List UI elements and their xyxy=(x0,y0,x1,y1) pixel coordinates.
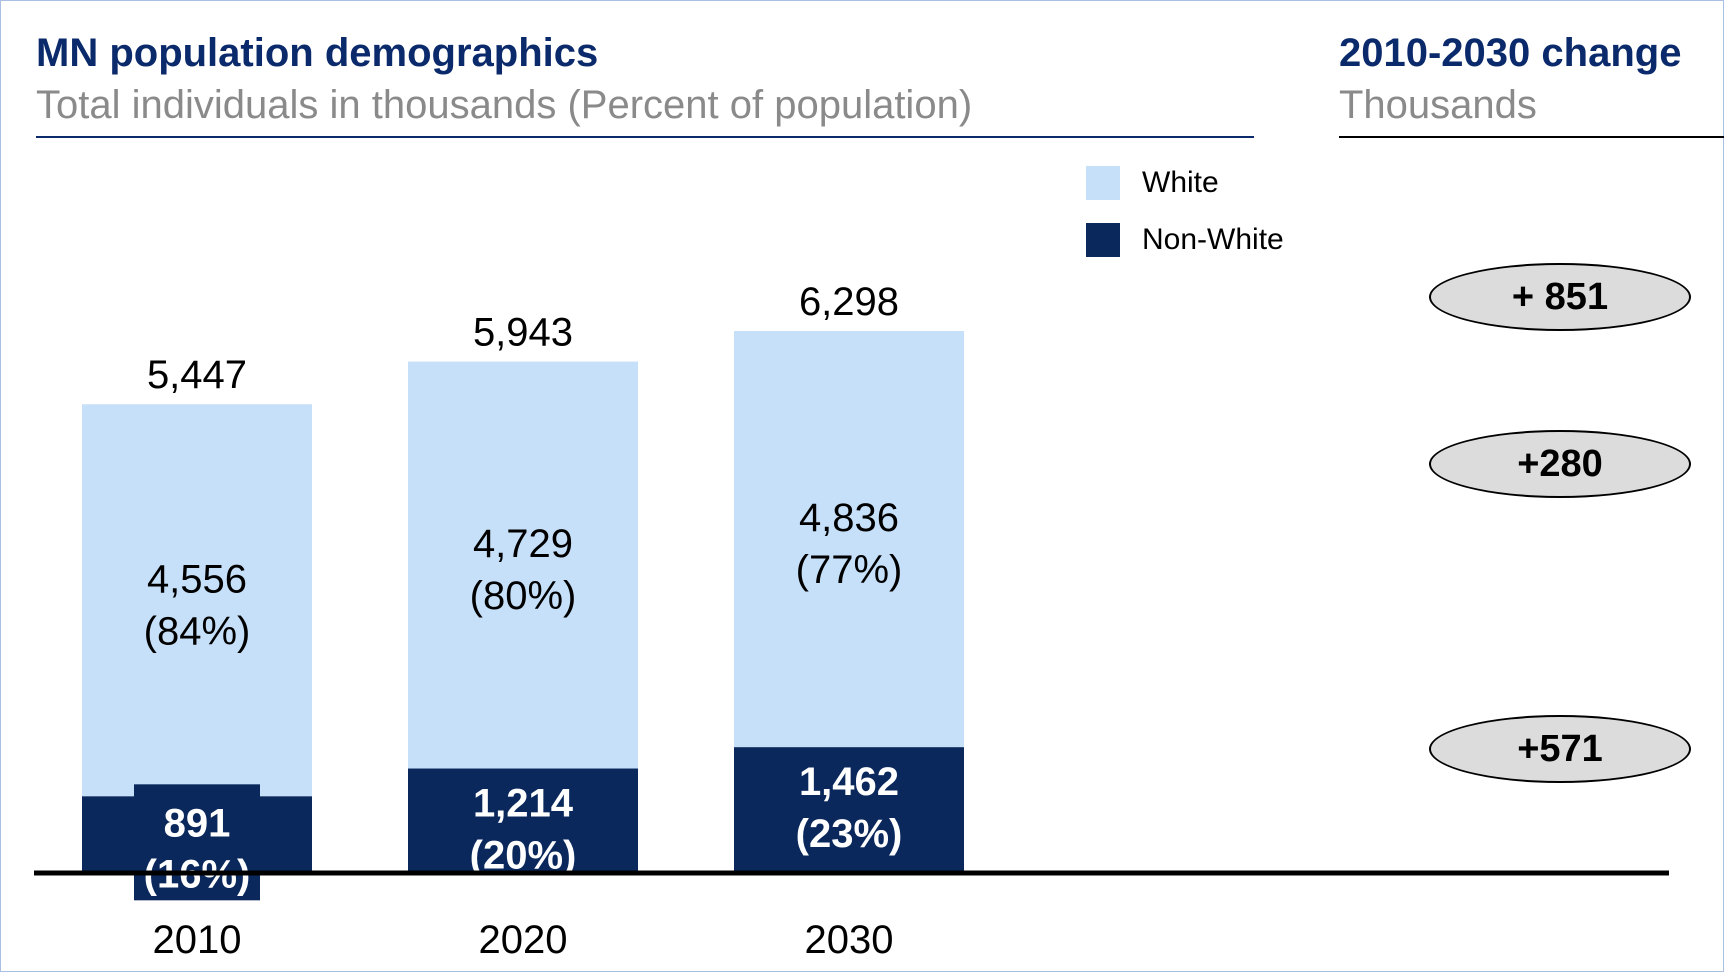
change-badge-total: + 851 xyxy=(1429,263,1691,331)
chart-subtitle: Total individuals in thousands (Percent … xyxy=(36,83,973,127)
title-divider xyxy=(36,136,1254,138)
legend-label-white: White xyxy=(1142,166,1219,199)
white-value-label-2010: 4,556 xyxy=(147,557,247,601)
change-badge-non-white: +571 xyxy=(1429,715,1691,783)
bar-white-2030 xyxy=(734,331,964,748)
legend-swatch-white xyxy=(1086,166,1120,200)
legend-label-non-white: Non-White xyxy=(1142,223,1284,256)
change-panel-title: 2010-2030 change xyxy=(1339,31,1682,75)
non-white-value-label-2020: 1,214 xyxy=(473,782,574,826)
non-white-label-box-2010 xyxy=(134,784,260,901)
total-label-2020: 5,943 xyxy=(473,311,573,355)
total-label-2010: 5,447 xyxy=(147,353,247,397)
x-tick-label-2010: 2010 xyxy=(153,918,242,962)
legend-item-non-white: Non-White xyxy=(1086,223,1284,257)
white-value-label-2020: 4,729 xyxy=(473,522,573,566)
bar-white-2020 xyxy=(408,361,638,769)
bar-white-2010 xyxy=(82,404,312,797)
change-panel-divider xyxy=(1339,136,1724,138)
non-white-value-label-2030: 1,462 xyxy=(799,760,899,804)
non-white-pct-label-2030: (23%) xyxy=(796,812,903,856)
white-value-label-2030: 4,836 xyxy=(799,496,899,540)
change-panel-subtitle: Thousands xyxy=(1339,83,1537,127)
white-pct-label-2030: (77%) xyxy=(796,548,903,592)
legend-swatch-non-white xyxy=(1086,223,1120,257)
chart-title: MN population demographics xyxy=(36,31,599,75)
bar-non-white-2020 xyxy=(408,768,638,873)
white-pct-label-2020: (80%) xyxy=(470,574,577,618)
white-pct-label-2010: (84%) xyxy=(144,609,251,653)
non-white-value-label-2010: 891 xyxy=(164,801,231,845)
change-badge-white: +280 xyxy=(1429,430,1691,498)
x-tick-label-2030: 2030 xyxy=(805,918,894,962)
bar-non-white-2030 xyxy=(734,747,964,873)
non-white-pct-label-2020: (20%) xyxy=(470,834,577,878)
legend-item-white: White xyxy=(1086,166,1219,200)
x-tick-label-2020: 2020 xyxy=(479,918,568,962)
total-label-2030: 6,298 xyxy=(799,280,899,324)
